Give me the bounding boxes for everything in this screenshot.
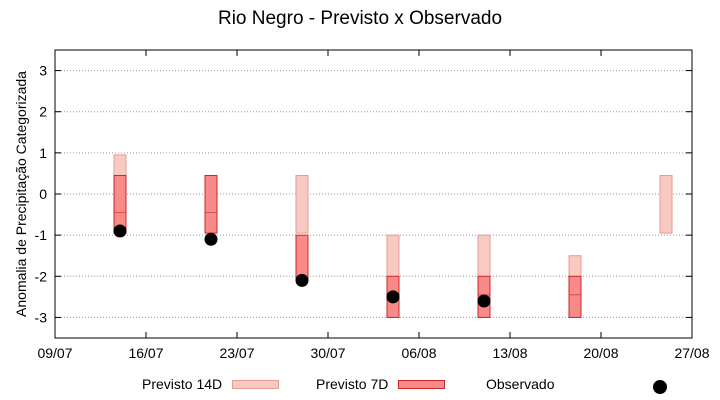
legend-label-observado: Observado [486, 376, 555, 392]
x-tick-label: 13/08 [492, 345, 527, 361]
x-tick-label: 06/08 [401, 345, 436, 361]
x-tick-label: 09/07 [37, 345, 72, 361]
bar-previsto-7d [204, 174, 218, 234]
x-tick-label: 30/07 [310, 345, 345, 361]
point-observado [295, 273, 309, 287]
chart-legend: Previsto 14D Previsto 7D Observado [0, 376, 720, 398]
point-observado [386, 290, 400, 304]
y-tick-label: 1 [39, 145, 47, 161]
legend-item-previsto-14d: Previsto 14D [142, 376, 280, 392]
legend-swatch-previsto-14d [232, 379, 280, 389]
legend-marker-observado [653, 380, 668, 394]
y-tick-label: -2 [35, 268, 48, 284]
point-observado [113, 224, 127, 238]
bar-previsto-14d [659, 174, 673, 234]
y-tick-label: 2 [39, 104, 47, 120]
chart-title: Rio Negro - Previsto x Observado [217, 8, 503, 29]
x-tick-label: 16/07 [128, 345, 163, 361]
bar-previsto-7d [295, 234, 309, 281]
x-tick-label: 23/07 [219, 345, 254, 361]
legend-item-observado: Observado [486, 376, 668, 394]
legend-label-previsto-14d: Previsto 14D [142, 376, 223, 392]
point-observado [204, 232, 218, 246]
bar-previsto-7d [113, 174, 127, 234]
x-tick-label: 20/08 [583, 345, 618, 361]
legend-item-previsto-7d: Previsto 7D [316, 376, 446, 392]
point-observado [477, 294, 491, 308]
legend-label-previsto-7d: Previsto 7D [316, 376, 389, 392]
plot-frame [54, 49, 693, 339]
bar-previsto-7d [568, 275, 582, 318]
bar-previsto-14d [295, 174, 309, 234]
x-tick-label: 27/08 [674, 345, 709, 361]
legend-swatch-previsto-7d [398, 379, 446, 389]
y-tick-label: -3 [35, 309, 48, 325]
y-tick-label: 3 [39, 63, 47, 79]
y-axis-label: Anomalia de Precipitação Categorizada [13, 71, 29, 317]
y-tick-label: 0 [39, 186, 47, 202]
y-tick-label: -1 [35, 227, 48, 243]
